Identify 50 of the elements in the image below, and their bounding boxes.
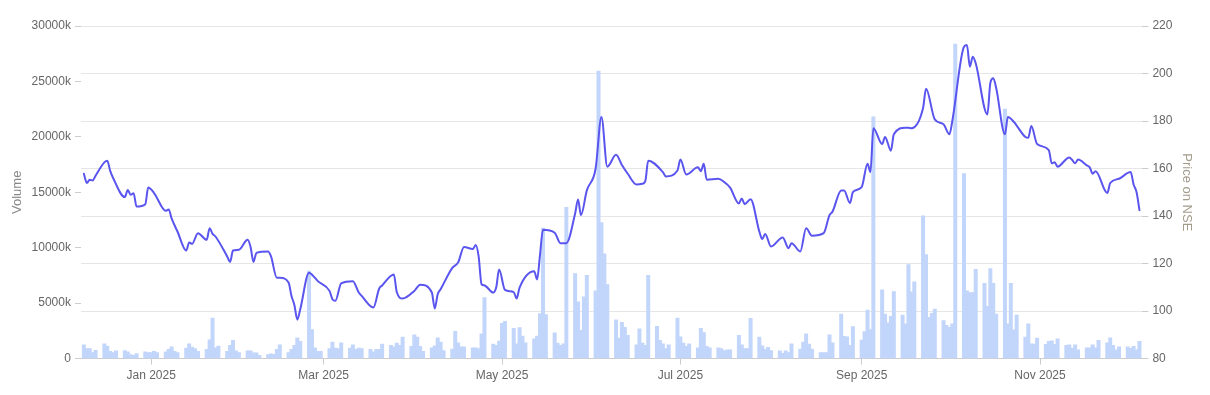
y-tick-label: 0	[64, 350, 72, 365]
bar	[298, 341, 303, 359]
bar	[891, 291, 896, 359]
line-series	[82, 44, 1141, 321]
bar	[421, 350, 426, 359]
x-tick-label: Jul 2025	[657, 368, 704, 383]
y2-tick-label: 140	[1152, 208, 1173, 223]
y2-tick-label: 80	[1152, 350, 1167, 365]
bar	[932, 308, 937, 359]
x-tick-label: Sep 2025	[835, 368, 888, 383]
x-tick-label: Mar 2025	[298, 368, 350, 383]
bar	[277, 344, 282, 359]
bar	[1055, 338, 1060, 359]
y-tick-label: 5000k	[38, 295, 72, 310]
bar	[973, 269, 978, 359]
bar	[400, 336, 405, 359]
x-tick-label: Jan 2025	[126, 368, 177, 383]
y-tick-label: 25000k	[31, 73, 72, 88]
y2-tick-label: 220	[1152, 18, 1173, 33]
bar	[962, 173, 967, 359]
y-tick-label: 15000k	[31, 184, 72, 199]
bar	[646, 275, 651, 359]
y2-tick-label: 100	[1152, 303, 1173, 318]
bar	[1008, 282, 1013, 359]
bar	[1014, 314, 1019, 359]
bar	[1096, 340, 1101, 359]
bar	[380, 343, 385, 359]
bar	[809, 348, 814, 359]
y-tick-label: 10000k	[31, 240, 72, 255]
bar	[748, 317, 753, 359]
x-tick-label: May 2025	[475, 368, 529, 383]
y2-tick-label: 180	[1152, 113, 1173, 128]
bar	[564, 206, 569, 359]
y2-tick-label: 120	[1152, 255, 1173, 270]
bar	[850, 326, 855, 359]
bar	[339, 342, 344, 359]
bar	[584, 275, 589, 359]
y-axis-title: Volume	[9, 170, 25, 214]
bar	[482, 297, 487, 359]
x-tick-label: Nov 2025	[1014, 368, 1067, 383]
bar	[953, 43, 958, 359]
y2-axis-title: Price on NSE	[1179, 153, 1195, 232]
bar	[666, 344, 671, 359]
y2-tick-label: 160	[1152, 160, 1173, 175]
bar	[1035, 337, 1040, 359]
y2-tick-label: 200	[1152, 65, 1173, 80]
bar	[1002, 108, 1007, 359]
bar	[912, 281, 917, 359]
y-tick-label: 20000k	[31, 129, 72, 144]
y-tick-label: 30000k	[31, 18, 72, 33]
